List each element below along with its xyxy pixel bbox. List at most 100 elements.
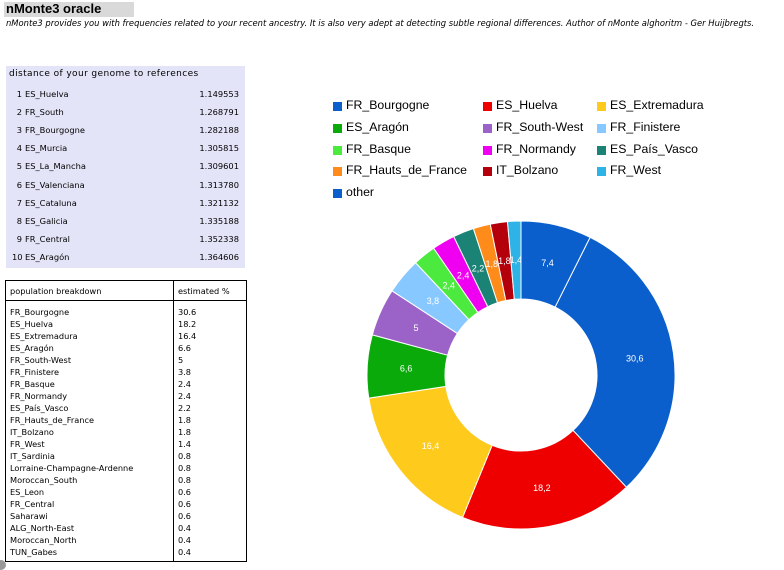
- population-percent: 0.6: [178, 487, 192, 497]
- population-percent: 18.2: [178, 319, 197, 329]
- slice-fr-hauts-de-france: [472, 223, 507, 304]
- legend-label: FR_Basque: [346, 141, 411, 156]
- table-row: FR_West 1.4: [6, 439, 246, 451]
- legend-label: ES_País_Vasco: [610, 141, 698, 156]
- legend-label: ES_Extremadura: [610, 98, 704, 112]
- population-percent: 0.4: [178, 535, 192, 545]
- legend-label: FR_Normandy: [496, 141, 576, 156]
- population-percent: 0.6: [178, 511, 192, 521]
- slice-es-huelva: [461, 429, 628, 530]
- table-row: ES_Huelva 18.2: [6, 319, 246, 331]
- distance-row: 2 FR_South 1.268791: [6, 103, 245, 121]
- table-row: ES_Extremadura 16.4: [6, 331, 246, 343]
- distance-rank: 7: [16, 197, 22, 208]
- distance-rank: 10: [12, 251, 23, 262]
- population-percent: 30.6: [178, 307, 197, 317]
- legend-swatch: [597, 145, 606, 155]
- population-percent: 0.4: [178, 523, 192, 533]
- population-name: ES_País_Vasco: [10, 403, 69, 413]
- distance-population: ES_Huelva: [25, 89, 69, 99]
- table-row: Moroccan_North 0.4: [6, 535, 246, 547]
- distance-population: FR_South: [25, 107, 64, 118]
- table-row: Lorraine-Champagne-Ardenne 0.8: [6, 463, 246, 475]
- legend-label: FR_Finistere: [610, 119, 681, 134]
- population-name: Moroccan_North: [10, 535, 77, 545]
- distance-value: 1.335188: [199, 215, 239, 226]
- distance-value: 1.305815: [199, 143, 239, 154]
- distance-rank: 5: [16, 161, 22, 172]
- distance-rank: 1: [16, 89, 22, 99]
- slice-label: 1,8: [498, 256, 511, 266]
- table-row: ES_Leon 0.6: [6, 487, 246, 499]
- slice-label: 30,6: [626, 353, 644, 363]
- legend-swatch: [597, 123, 606, 133]
- table-row: FR_South-West 5: [6, 355, 246, 367]
- population-percent: 1.8: [178, 427, 192, 437]
- population-name: FR_Central: [10, 499, 55, 509]
- population-name: ALG_North-East: [10, 523, 75, 533]
- distance-value: 1.313780: [199, 179, 239, 190]
- population-name: FR_Normandy: [10, 391, 68, 401]
- table-row: ALG_North-East 0.4: [6, 523, 246, 535]
- population-percent: 0.8: [178, 475, 192, 485]
- distance-row: 7 ES_Cataluna 1.321132: [6, 194, 245, 212]
- population-name: Moroccan_South: [10, 475, 78, 485]
- legend-swatch: [483, 123, 492, 133]
- population-percent: 6.6: [178, 343, 192, 353]
- distance-row: 5 ES_La_Mancha 1.309601: [6, 157, 245, 175]
- population-percent: 0.4: [178, 547, 192, 557]
- slice-label: 7,4: [541, 258, 554, 268]
- distance-rank: 4: [16, 143, 22, 154]
- table-row: IT_Bolzano 1.8: [6, 427, 246, 439]
- population-percent: 16.4: [178, 331, 197, 341]
- legend-swatch: [483, 102, 492, 111]
- legend-swatch: [333, 102, 342, 111]
- corner-dot: [0, 560, 6, 570]
- population-percent: 2.2: [178, 403, 192, 413]
- slice-label: 1,4: [510, 255, 523, 265]
- population-header-name: population breakdown: [10, 286, 102, 296]
- population-name: Saharawi: [10, 511, 48, 521]
- slice-label: 5: [414, 323, 419, 333]
- slice-label: 1,8: [485, 259, 498, 269]
- distance-row: 3 FR_Bourgogne 1.282188: [6, 121, 245, 139]
- table-row: FR_Basque 2.4: [6, 379, 246, 391]
- distance-rank: 6: [16, 179, 22, 190]
- table-row: FR_Bourgogne 30.6: [6, 307, 246, 319]
- distance-value: 1.282188: [199, 125, 239, 136]
- slice-label: 2,4: [457, 271, 470, 281]
- distance-population: ES_Murcia: [25, 143, 68, 154]
- population-name: ES_Extremadura: [10, 331, 78, 341]
- slice-it-bolzano: [489, 221, 515, 302]
- page-subtitle: nMonte3 provides you with frequencies re…: [6, 18, 755, 28]
- legend-swatch: [333, 145, 342, 155]
- legend-swatch: [333, 189, 342, 199]
- population-name: ES_Aragón: [10, 343, 54, 353]
- population-name: FR_Hauts_de_France: [10, 415, 94, 425]
- slice-label: 2,4: [443, 280, 456, 290]
- title-bar: [4, 2, 134, 17]
- population-percent: 0.8: [178, 463, 192, 473]
- population-percent: 1.4: [178, 439, 192, 449]
- legend-label: ES_Huelva: [496, 98, 558, 112]
- population-name: TUN_Gabes: [10, 547, 58, 557]
- table-row: ES_Aragón 6.6: [6, 343, 246, 355]
- legend-swatch: [333, 167, 342, 177]
- distance-value: 1.364606: [199, 251, 239, 262]
- distance-population: FR_Bourgogne: [25, 125, 85, 136]
- population-name: IT_Bolzano: [10, 427, 54, 437]
- slice-label: 16,4: [422, 441, 440, 451]
- legend-label: other: [346, 185, 375, 200]
- distance-population: ES_Valenciana: [25, 179, 85, 190]
- legend-swatch: [597, 102, 606, 111]
- table-row: Moroccan_South 0.8: [6, 475, 246, 487]
- distance-rank: 8: [16, 215, 22, 226]
- distance-heading: distance of your genome to references: [9, 69, 199, 79]
- population-name: FR_Basque: [10, 379, 55, 389]
- population-name: FR_Bourgogne: [10, 307, 70, 317]
- slice-fr-bourgogne: [554, 236, 676, 488]
- population-percent: 1.8: [178, 415, 192, 425]
- slice-label: 18,2: [533, 483, 551, 493]
- population-percent: 3.8: [178, 367, 192, 377]
- legend-label: IT_Bolzano: [496, 163, 559, 178]
